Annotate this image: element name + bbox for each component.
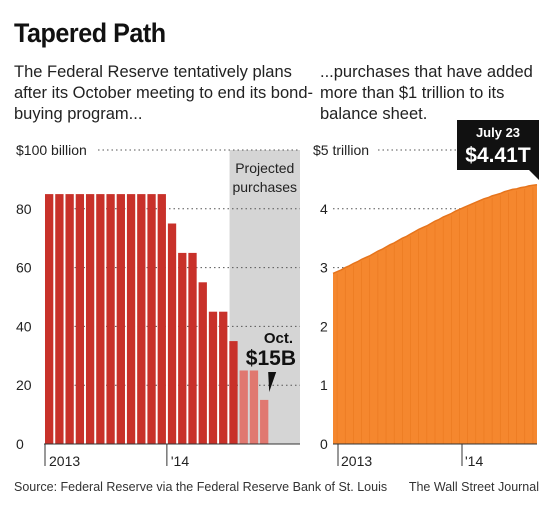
- left-subtitle: The Federal Reserve tentatively plans af…: [14, 63, 313, 123]
- x-tick-label: '14: [171, 453, 189, 469]
- bar: [116, 194, 125, 444]
- right-subtitle: ...purchases that have added more than $…: [320, 63, 533, 123]
- bar: [208, 311, 218, 444]
- area-line: [332, 183, 538, 275]
- bar: [96, 194, 105, 444]
- callout-value: $15B: [246, 347, 296, 370]
- source-note: Source: Federal Reserve via the Federal …: [14, 480, 388, 494]
- y-tick-label: $100 billion: [16, 142, 87, 158]
- y-tick-label: 2: [320, 318, 328, 334]
- projected-label-line-1: Projected: [235, 160, 294, 176]
- bar: [167, 223, 177, 444]
- bar: [45, 194, 54, 444]
- callout-value: $4.41T: [465, 144, 531, 167]
- callout-label: Oct.: [264, 330, 293, 347]
- bar: [85, 194, 95, 444]
- brand-credit: The Wall Street Journal: [408, 480, 539, 494]
- y-tick-label: $5 trillion: [313, 142, 369, 158]
- bar: [260, 399, 269, 444]
- bar: [137, 194, 146, 444]
- bar: [55, 194, 64, 444]
- bar: [65, 194, 74, 444]
- page-title: Tapered Path: [14, 18, 166, 48]
- callout-pointer: [268, 372, 277, 392]
- bar: [239, 370, 248, 444]
- bar: [188, 252, 197, 444]
- bar: [178, 252, 187, 444]
- y-tick-label: 1: [320, 377, 328, 393]
- bar: [106, 194, 115, 444]
- y-tick-label: 20: [16, 377, 32, 393]
- y-tick-label: 3: [320, 260, 328, 276]
- projected-label-line-2: purchases: [232, 179, 297, 195]
- callout-label: July 23: [476, 125, 520, 140]
- x-tick-label: '14: [465, 453, 483, 469]
- bar: [229, 341, 238, 444]
- y-tick-label: 0: [320, 436, 328, 452]
- bar: [249, 370, 259, 444]
- y-tick-label: 0: [16, 436, 24, 452]
- bar: [126, 194, 136, 444]
- bar: [198, 282, 207, 444]
- y-tick-label: 4: [320, 201, 328, 217]
- callout-pointer: [529, 170, 539, 180]
- y-tick-label: 40: [16, 318, 32, 334]
- x-tick-label: 2013: [341, 453, 372, 469]
- y-tick-label: 80: [16, 201, 32, 217]
- balance-sheet-area-chart: $5 trillion 4 3 2 1 0 2013 '14 July 23 $4.41T: [313, 120, 539, 469]
- bar: [157, 194, 166, 444]
- callout-box: [457, 120, 539, 170]
- x-tick-label: 2013: [49, 453, 80, 469]
- bar: [147, 194, 156, 444]
- purchases-bar-chart: Projected purchases $100 billion 80 60 40 20 0 2…: [16, 142, 300, 469]
- bar: [219, 311, 228, 444]
- y-tick-label: 60: [16, 260, 32, 276]
- bar: [75, 194, 85, 444]
